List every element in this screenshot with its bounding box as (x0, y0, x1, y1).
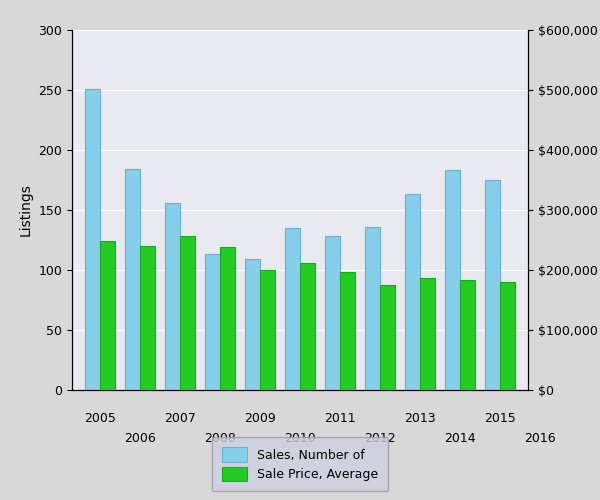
Bar (220, 247, 235, 390)
Bar (205, 254, 220, 390)
Bar (485, 180, 500, 390)
Bar (285, 228, 300, 390)
Bar (340, 272, 355, 390)
Text: 2011: 2011 (324, 412, 356, 426)
Bar (445, 170, 460, 390)
Text: 2008: 2008 (204, 432, 236, 446)
Text: 2010: 2010 (284, 432, 316, 446)
Text: 2006: 2006 (124, 432, 156, 446)
Text: 2009: 2009 (244, 412, 276, 426)
Text: 2005: 2005 (84, 412, 116, 426)
Bar (260, 270, 275, 390)
Bar (165, 203, 180, 390)
Bar (325, 236, 340, 390)
Text: 2013: 2013 (404, 412, 436, 426)
Bar (420, 278, 435, 390)
Bar (180, 236, 195, 390)
Text: 2007: 2007 (164, 412, 196, 426)
Bar (100, 241, 115, 390)
Bar (460, 280, 475, 390)
Text: 2014: 2014 (444, 432, 476, 446)
Y-axis label: Listings: Listings (19, 184, 33, 236)
Bar (365, 227, 380, 390)
Text: 2016: 2016 (524, 432, 556, 446)
Bar (245, 259, 260, 390)
Bar (300, 263, 315, 390)
Bar (125, 169, 140, 390)
Bar (500, 282, 515, 390)
Text: 2015: 2015 (484, 412, 516, 426)
Bar (140, 246, 155, 390)
Bar (380, 285, 395, 390)
Legend: Sales, Number of, Sale Price, Average: Sales, Number of, Sale Price, Average (212, 438, 388, 491)
Bar (85, 89, 100, 390)
Bar (405, 194, 420, 390)
Text: 2012: 2012 (364, 432, 396, 446)
